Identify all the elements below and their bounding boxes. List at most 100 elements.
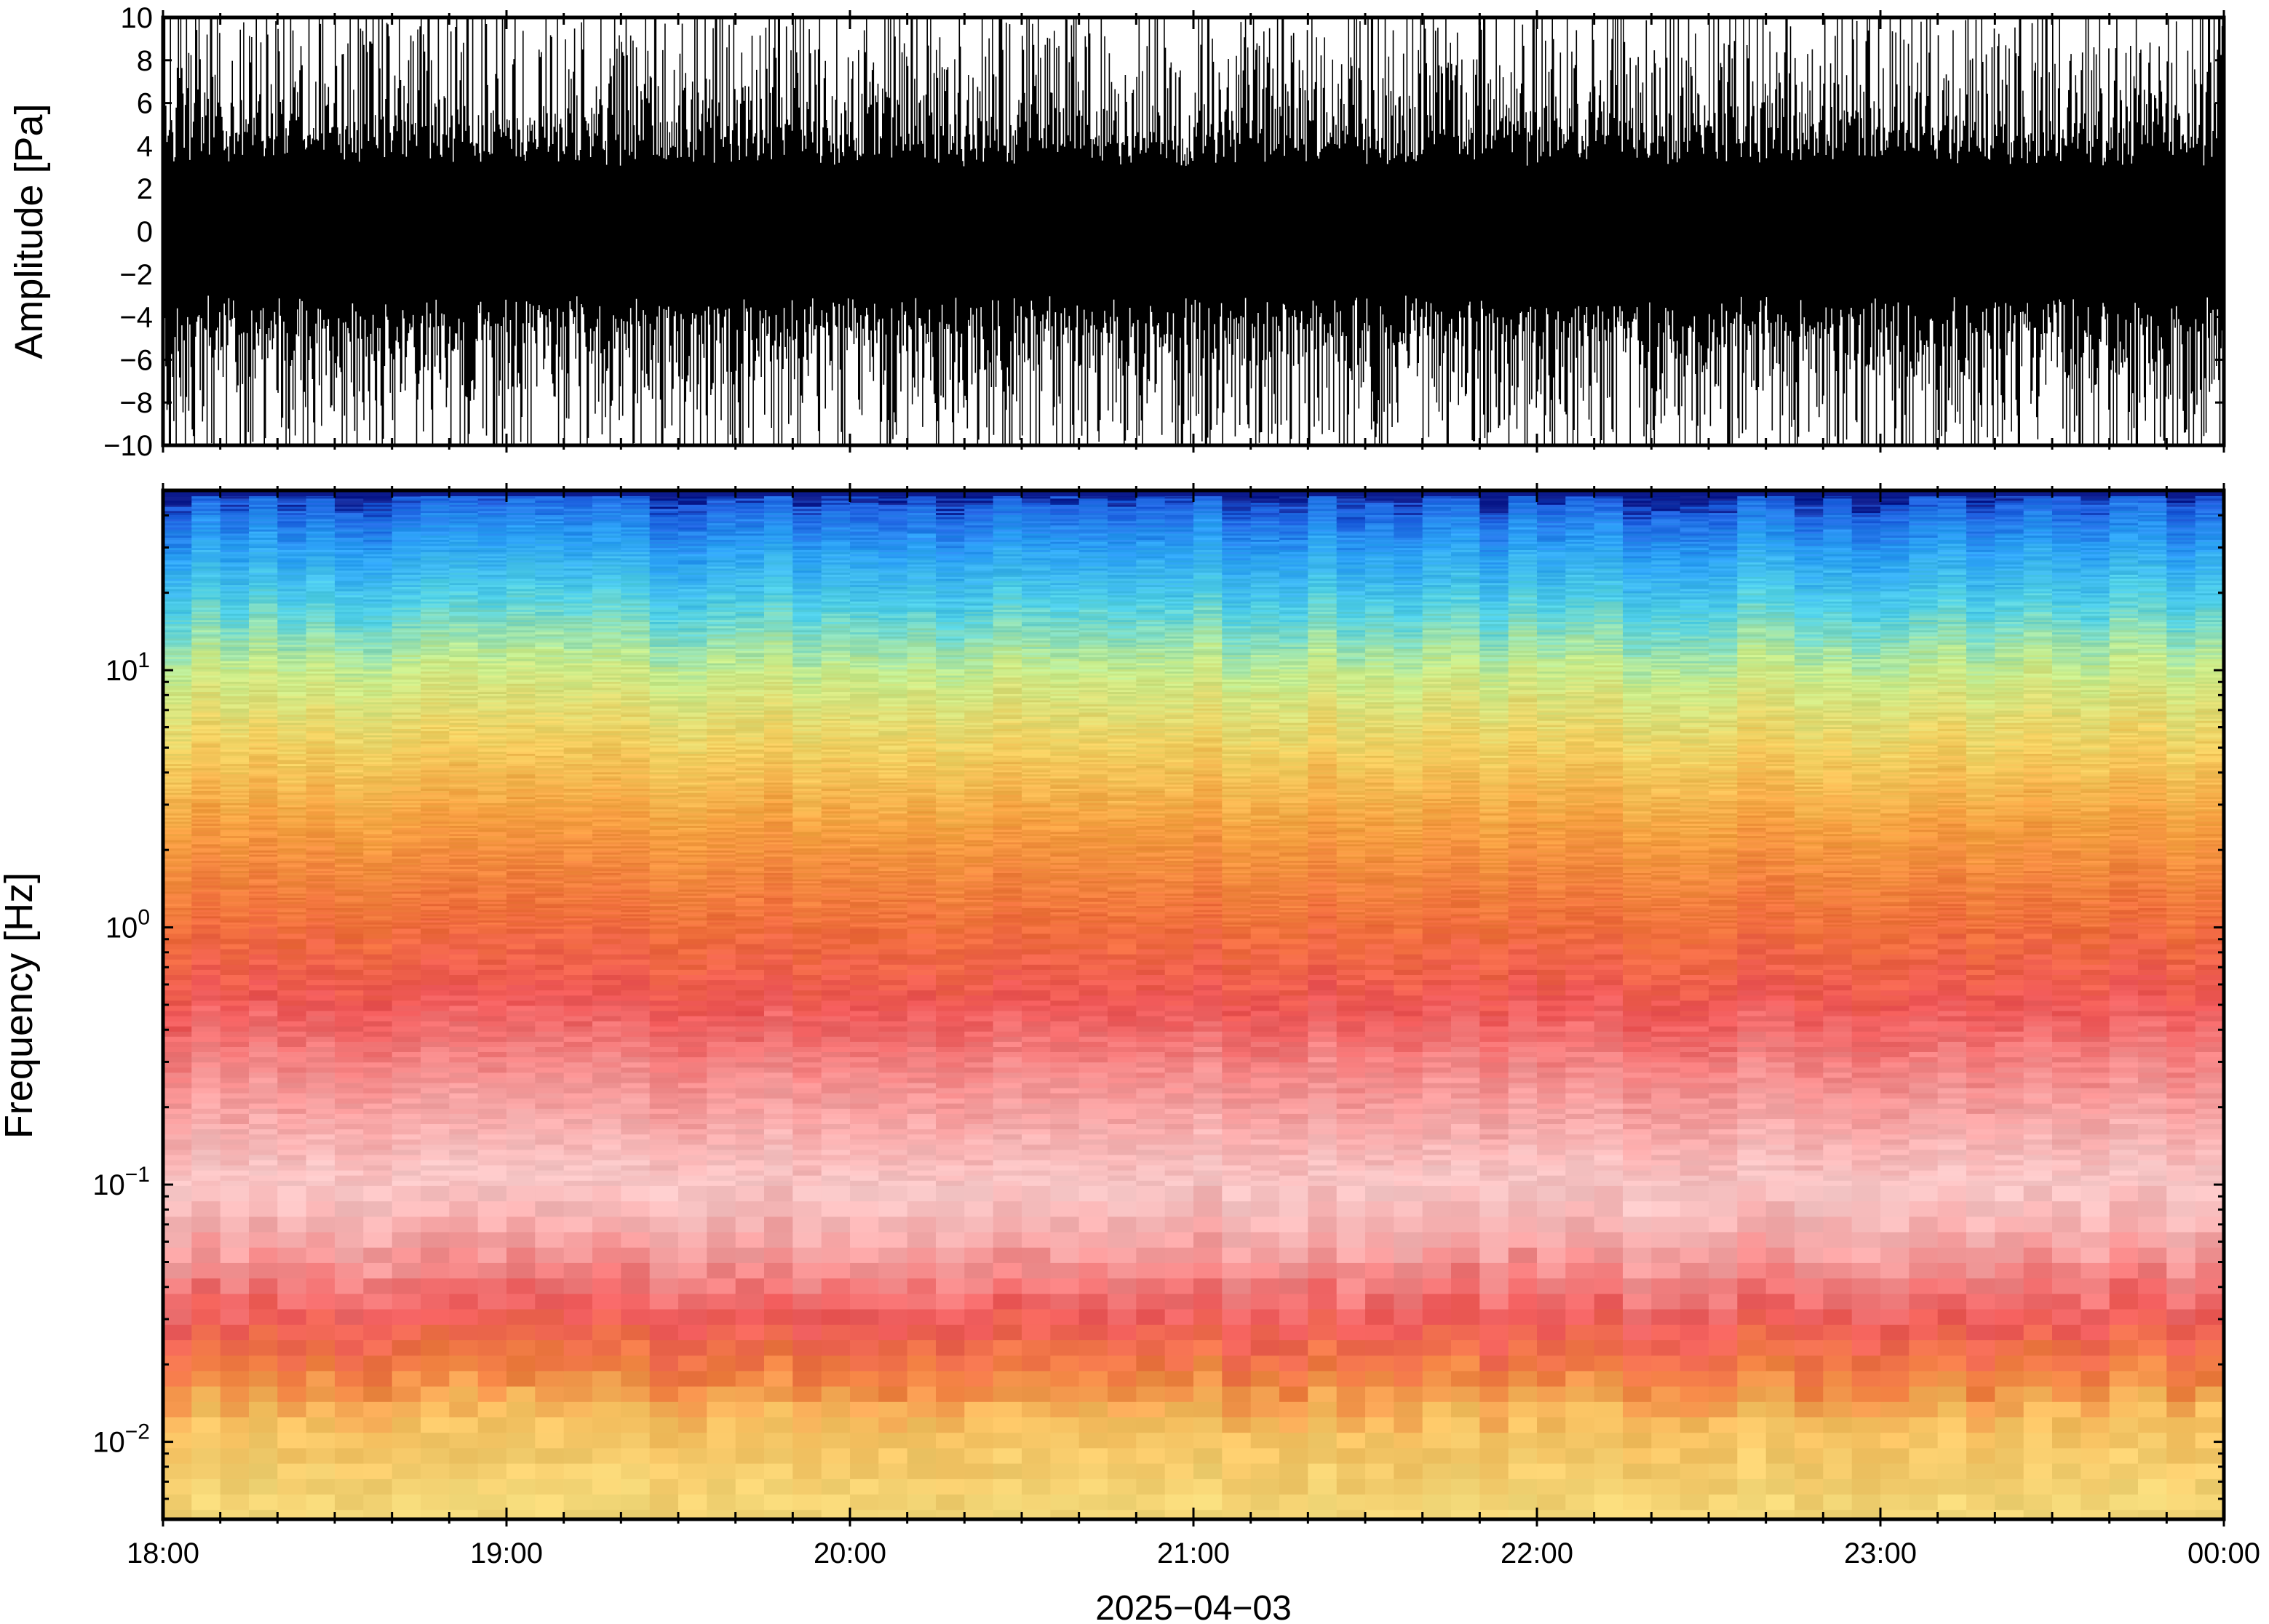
spectrogram-cell <box>220 995 250 1001</box>
spectrogram-cell <box>363 795 393 797</box>
waveform-y-tick-label: −10 <box>103 430 153 462</box>
spectrogram-cell <box>335 611 364 615</box>
spectrogram-cell <box>649 618 679 621</box>
spectrogram-cell <box>477 944 507 950</box>
spectrogram-cell <box>163 789 192 792</box>
spectrogram-cell <box>649 603 679 606</box>
spectrogram-cell <box>220 595 250 598</box>
spectrogram-cell <box>392 1006 421 1012</box>
spectrogram-cell <box>249 803 278 806</box>
spectrogram-cell <box>249 731 278 734</box>
spectrogram-cell <box>535 677 565 680</box>
spectrogram-cell <box>449 897 479 901</box>
spectrogram-cell <box>335 1417 364 1433</box>
spectrogram-cell <box>163 743 192 747</box>
spectrogram-cell <box>449 1088 479 1094</box>
spectrogram-cell <box>563 1160 593 1166</box>
spectrogram-cell <box>163 887 192 891</box>
spectrogram-cell <box>249 570 278 573</box>
spectrogram-cell <box>277 694 307 697</box>
spectrogram-cell <box>249 538 278 541</box>
spectrogram-cell <box>249 1000 278 1006</box>
spectrogram-cell <box>249 723 278 725</box>
spectrogram-cell <box>563 1278 593 1294</box>
spectrogram-cell <box>306 859 335 861</box>
spectrogram-cell <box>449 1324 479 1341</box>
spectrogram-cell <box>306 1047 335 1053</box>
spectrogram-cell <box>335 509 364 512</box>
spectrogram-cell <box>220 712 250 715</box>
spectrogram-cell <box>306 1201 335 1217</box>
spectrogram-cell <box>477 1247 507 1264</box>
spectrogram-cell <box>335 1021 364 1027</box>
spectrogram-cell <box>163 1067 192 1073</box>
spectrogram-cell <box>306 498 335 501</box>
spectrogram-cell <box>421 985 450 991</box>
spectrogram-cell <box>163 636 192 640</box>
spectrogram-cell <box>335 969 364 976</box>
spectrogram-cell <box>506 1026 536 1032</box>
spectrogram-cell <box>306 599 335 602</box>
spectrogram-cell <box>506 772 536 775</box>
spectrogram-cell <box>249 680 278 682</box>
spectrogram-cell <box>277 747 307 750</box>
spectrogram-cell <box>563 772 593 775</box>
spectrogram-cell <box>477 632 507 635</box>
spectrogram-cell <box>249 792 278 796</box>
spectrogram-cell <box>306 511 335 514</box>
spectrogram-cell <box>592 538 621 541</box>
spectrogram-cell <box>535 824 565 827</box>
spectrogram-cell <box>392 646 421 650</box>
spectrogram-cell <box>535 954 565 960</box>
spectrogram-cell <box>563 1098 593 1104</box>
spectrogram-cell <box>621 1119 651 1125</box>
spectrogram-cell <box>563 581 593 584</box>
spectrogram-cell <box>392 861 421 864</box>
spectrogram-cell <box>563 1093 593 1099</box>
spectrogram-cell <box>449 1247 479 1264</box>
spectrogram-cell <box>163 846 192 849</box>
spectrogram-cell <box>277 757 307 760</box>
spectrogram-cell <box>249 636 278 640</box>
spectrogram-cell <box>249 819 278 822</box>
spectrogram-cell <box>306 539 335 543</box>
spectrogram-cell <box>477 712 507 715</box>
spectrogram-cell <box>191 605 221 608</box>
spectrogram-cell <box>335 749 364 752</box>
spectrogram-cell <box>306 727 335 730</box>
spectrogram-cell <box>306 509 335 512</box>
spectrogram-cell <box>249 901 278 904</box>
spectrogram-cell <box>249 1175 278 1182</box>
spectrogram-cell <box>563 1031 593 1038</box>
spectrogram-cell <box>220 1113 250 1120</box>
spectrogram-cell <box>363 743 393 747</box>
spectrogram-cell <box>535 867 565 869</box>
spectrogram-cell <box>220 916 250 919</box>
spectrogram-cell <box>191 546 221 549</box>
spectrogram-cell <box>363 1160 393 1166</box>
spectrogram-cell <box>220 650 250 653</box>
spectrogram-cell <box>163 760 192 763</box>
spectrogram-cell <box>163 826 192 829</box>
spectrogram-cell <box>191 731 221 734</box>
spectrogram-cell <box>191 603 221 606</box>
spectrogram-cell <box>363 815 393 819</box>
spectrogram-cell <box>220 918 250 921</box>
spectrogram-cell <box>277 735 307 738</box>
spectrogram-cell <box>306 1217 335 1233</box>
spectrogram-cell <box>421 1401 450 1418</box>
spectrogram-cell <box>277 573 307 576</box>
spectrogram-cell <box>277 1150 307 1156</box>
spectrogram-cell <box>335 622 364 625</box>
spectrogram-cell <box>220 698 250 701</box>
spectrogram-cell <box>363 824 393 827</box>
spectrogram-cell <box>220 667 250 670</box>
spectrogram-cell <box>449 846 479 849</box>
spectrogram-cell <box>191 747 221 750</box>
spectrogram-cell <box>306 787 335 789</box>
spectrogram-cell <box>563 1083 593 1089</box>
spectrogram-cell <box>563 1262 593 1279</box>
spectrogram-cell <box>392 743 421 747</box>
spectrogram-cell <box>535 897 565 901</box>
spectrogram-heatmap <box>163 490 2225 1520</box>
